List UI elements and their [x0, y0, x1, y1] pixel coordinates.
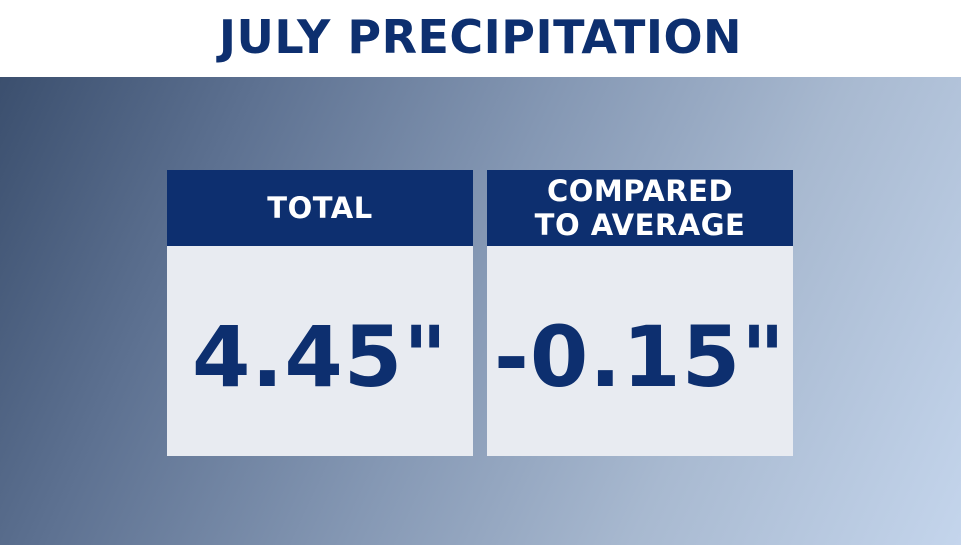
- total-card-header: TOTAL: [167, 170, 473, 246]
- compared-card-value-area: -0.15": [487, 246, 793, 456]
- page-title: JULY PRECIPITATION: [218, 9, 743, 64]
- title-bar: JULY PRECIPITATION: [0, 0, 961, 77]
- compared-to-average-card: COMPARED TO AVERAGE -0.15": [487, 170, 793, 456]
- total-value: 4.45": [191, 308, 448, 406]
- total-card-header-line: TOTAL: [267, 191, 373, 225]
- compared-card-header: COMPARED TO AVERAGE: [487, 170, 793, 246]
- compared-card-header-line-1: COMPARED: [546, 174, 734, 208]
- total-card-value-area: 4.45": [167, 246, 473, 456]
- total-card-header-text: TOTAL: [267, 191, 372, 225]
- total-card: TOTAL 4.45": [167, 170, 473, 456]
- compared-to-average-value: -0.15": [494, 308, 786, 406]
- compared-card-header-line-2: TO AVERAGE: [534, 208, 746, 242]
- compared-card-header-text: COMPARED TO AVERAGE: [535, 174, 746, 242]
- gradient-background: TOTAL 4.45" COMPARED TO AVERAGE -0.15": [0, 77, 961, 545]
